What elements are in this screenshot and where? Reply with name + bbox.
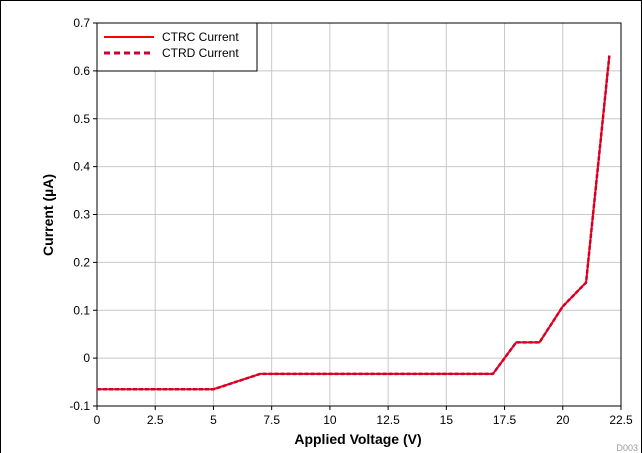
- y-tick-label: -0.1: [69, 399, 90, 413]
- x-tick-label: 12.5: [376, 413, 400, 427]
- y-tick-label: 0.5: [73, 112, 90, 126]
- x-tick-label: 20: [556, 413, 570, 427]
- series-line-ctrc: [97, 55, 611, 391]
- y-tick-label: 0.6: [73, 64, 90, 78]
- y-axis-label: Current (µA): [40, 174, 56, 256]
- x-tick-label: 22.5: [609, 413, 633, 427]
- y-axis: -0.1 0 0.1 0.2 0.3 0.4 0.5 0.6 0.7: [69, 16, 97, 413]
- x-tick-label: 10: [323, 413, 337, 427]
- x-axis: 0 2.5 5 7.5 10 12.5 15 17.5 20 22.5: [94, 406, 633, 427]
- x-tick-label: 2.5: [147, 413, 164, 427]
- legend-label-ctrd: CTRD Current: [162, 46, 239, 60]
- y-tick-label: 0.1: [73, 303, 90, 317]
- x-tick-label: 0: [94, 413, 101, 427]
- grid: [96, 22, 622, 407]
- x-tick-label: 17.5: [493, 413, 517, 427]
- series-line-ctrd: [97, 55, 611, 391]
- x-axis-label: Applied Voltage (V): [294, 431, 421, 447]
- x-tick-label: 5: [210, 413, 217, 427]
- y-tick-label: 0.7: [73, 16, 90, 30]
- x-tick-label: 7.5: [263, 413, 280, 427]
- figure-id: D003: [616, 443, 638, 453]
- legend-label-ctrc: CTRC Current: [162, 30, 239, 44]
- y-tick-label: 0.4: [73, 160, 90, 174]
- series-layer: [97, 55, 611, 391]
- y-tick-label: 0.3: [73, 208, 90, 222]
- x-tick-label: 15: [440, 413, 454, 427]
- y-tick-label: 0: [83, 351, 90, 365]
- legend-box: [96, 22, 258, 72]
- legend: CTRC Current CTRD Current: [96, 22, 258, 72]
- y-tick-label: 0.2: [73, 255, 90, 269]
